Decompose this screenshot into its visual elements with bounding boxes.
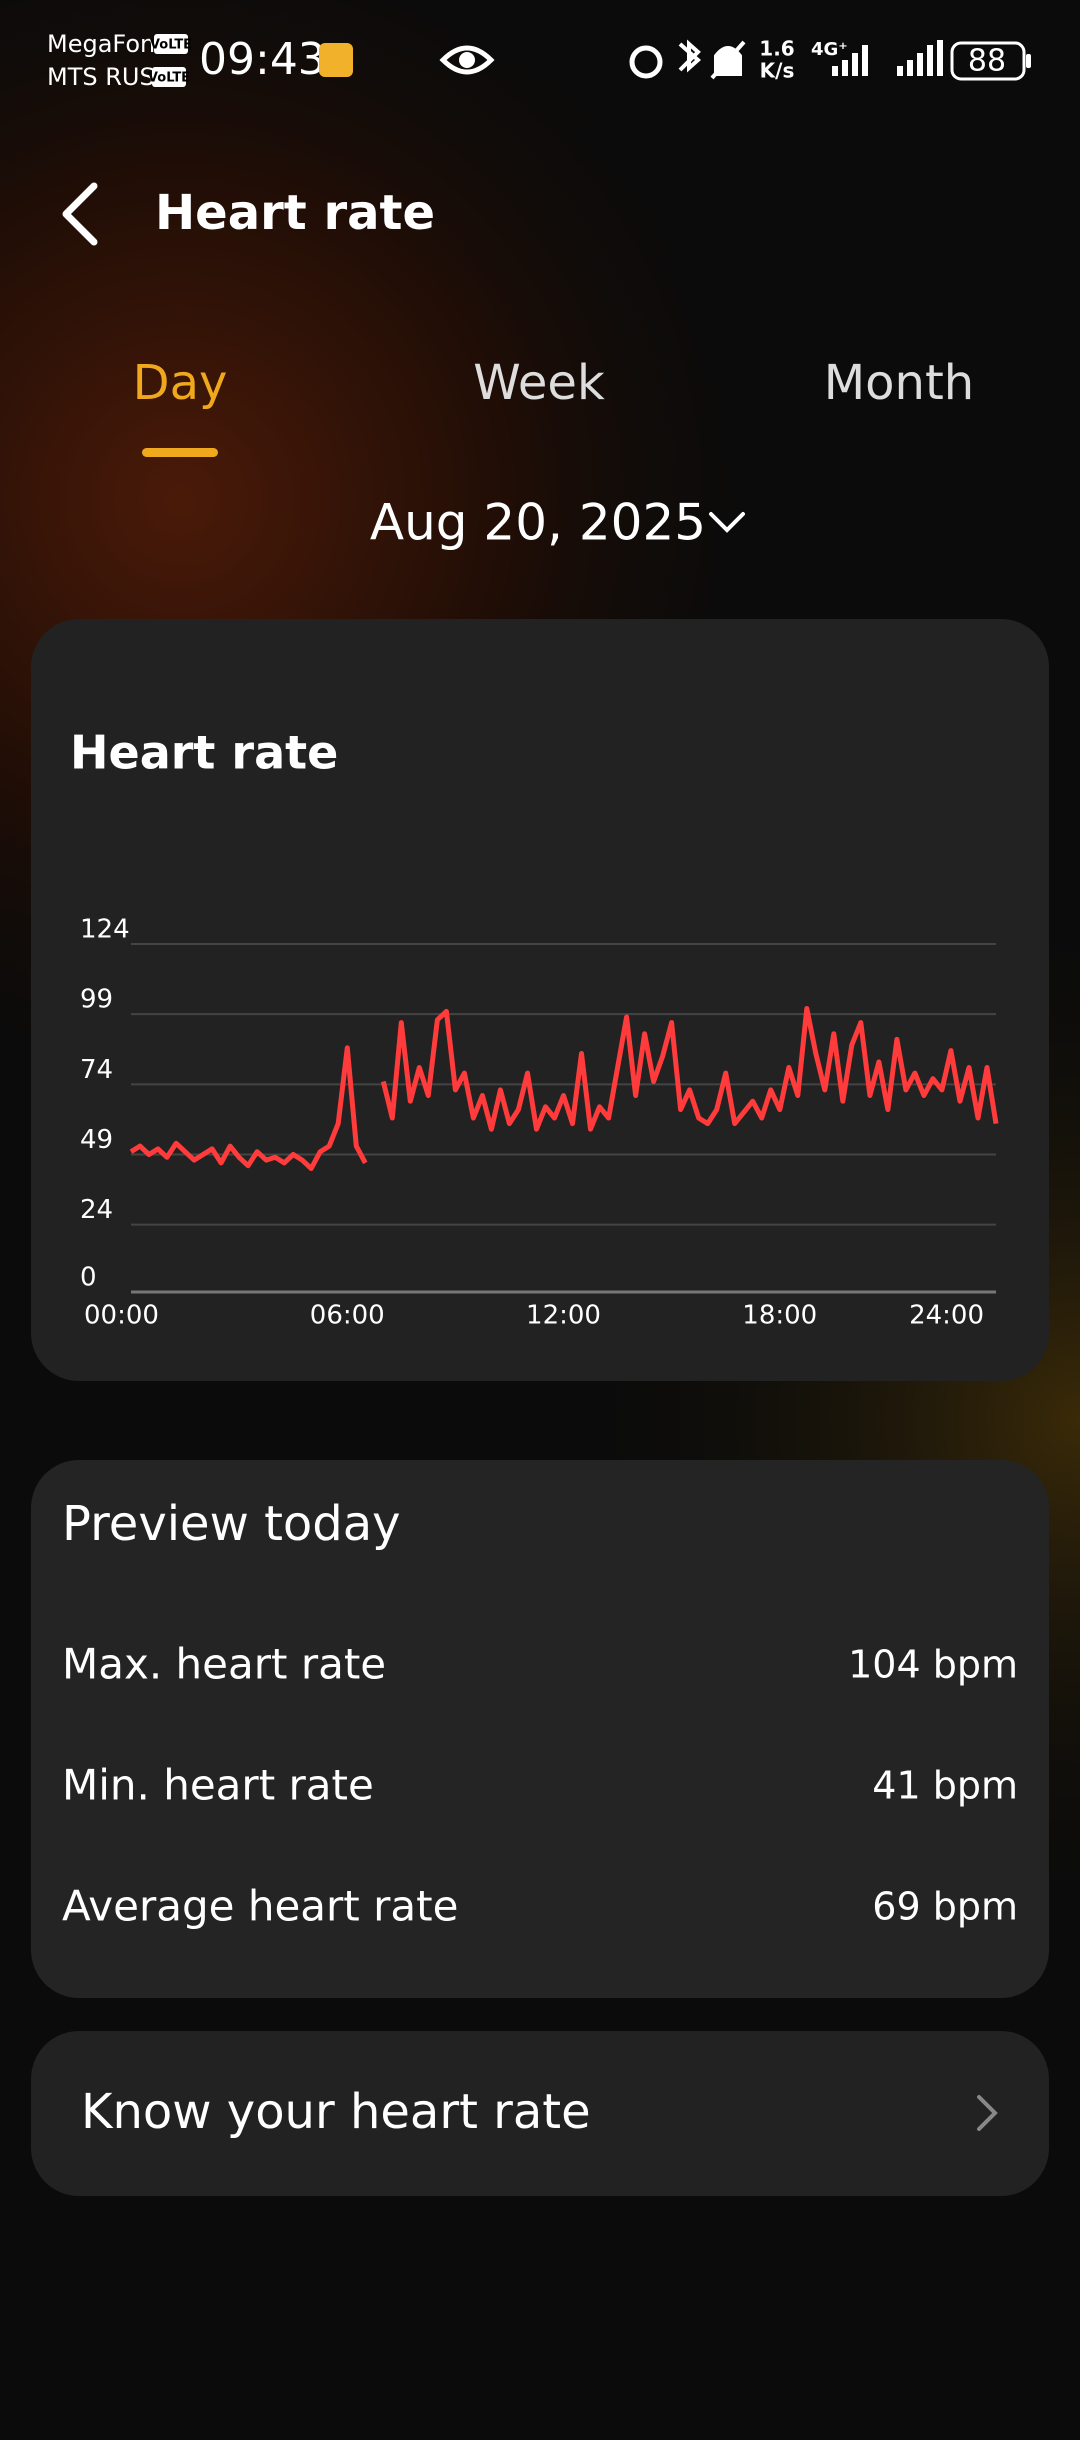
y-tick-label: 24 — [80, 1195, 113, 1225]
preview-card — [31, 1460, 1049, 1998]
x-tick-label: 12:00 — [526, 1301, 601, 1331]
back-button[interactable] — [62, 182, 98, 246]
notification-icon — [319, 43, 353, 77]
y-tick-label: 0 — [80, 1263, 97, 1293]
tab-indicator — [142, 448, 218, 457]
stat-value: 104 bpm — [848, 1643, 1018, 1687]
date-picker[interactable]: Aug 20, 2025 — [370, 494, 706, 552]
net-speed: 1.6 — [759, 37, 794, 61]
y-tick-label: 99 — [80, 985, 113, 1015]
stat-label: Average heart rate — [62, 1882, 458, 1931]
chevron — [977, 2095, 998, 2131]
battery-level: 88 — [968, 44, 1006, 79]
tab-week[interactable]: Week — [473, 355, 605, 411]
volte-badge — [154, 34, 188, 54]
mute-icon — [710, 40, 746, 80]
stat-value: 69 bpm — [872, 1885, 1018, 1929]
network-type: 4G⁺ — [811, 39, 848, 60]
info-link[interactable]: Know your heart rate — [81, 2084, 591, 2140]
stat-label: Max. heart rate — [62, 1640, 386, 1689]
page-title: Heart rate — [155, 185, 435, 241]
carrier: MTS RUS — [47, 63, 155, 91]
stat-value: 41 bpm — [872, 1764, 1018, 1808]
volte-badge — [152, 67, 186, 87]
battery-icon — [950, 41, 1026, 81]
preview-title: Preview today — [62, 1496, 401, 1552]
alarm-icon — [629, 45, 663, 79]
carrier: MegaFon — [47, 30, 155, 58]
y-tick-label: 49 — [80, 1125, 113, 1155]
x-tick-label: 00:00 — [84, 1301, 159, 1331]
y-tick-label: 124 — [80, 915, 130, 945]
signal-icon — [832, 40, 943, 76]
stat-label: Min. heart rate — [62, 1761, 374, 1810]
net-speed-unit: K/s — [760, 59, 795, 83]
info-card[interactable] — [31, 2031, 1049, 2196]
volte: VoLTE — [148, 71, 190, 86]
tab-day[interactable]: Day — [133, 355, 228, 411]
date-dropdown-icon[interactable] — [709, 512, 745, 533]
chart-card — [31, 619, 1049, 1381]
battery-icon — [1026, 54, 1031, 68]
chart-title: Heart rate — [70, 726, 338, 780]
bluetooth-icon — [678, 39, 702, 73]
heart-rate-line — [129, 1006, 999, 1171]
volte: VoLTE — [150, 38, 192, 53]
y-tick-label: 74 — [80, 1055, 113, 1085]
clock: 09:43 — [199, 34, 326, 85]
x-tick-label: 24:00 — [909, 1301, 984, 1331]
x-tick-label: 06:00 — [310, 1301, 385, 1331]
eye-icon — [439, 45, 495, 75]
plot: 0 24 49 74 99 124 00:00 06:00 12:00 18:00 24:00 — [80, 915, 999, 1331]
eye-icon — [459, 52, 475, 68]
x-tick-label: 18:00 — [742, 1301, 817, 1331]
tab-month[interactable]: Month — [824, 355, 974, 411]
